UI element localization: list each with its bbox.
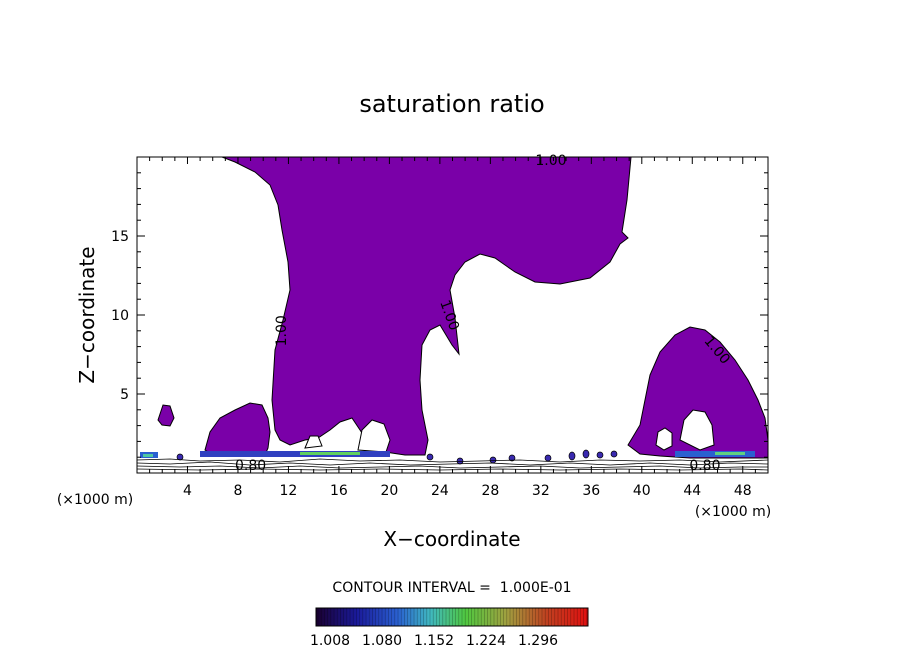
x-tick-label: 40 xyxy=(633,483,651,499)
contour-fill-right-hole-small xyxy=(655,427,673,451)
x-tick-label: 12 xyxy=(280,483,298,499)
contour-label: 1.00 xyxy=(274,315,290,346)
colorbar-tick-label: 1.080 xyxy=(362,633,402,649)
x-tick-label: 8 xyxy=(233,483,242,499)
y-tick-label: 15 xyxy=(111,229,129,245)
small-blob xyxy=(596,451,604,459)
surface-isoline xyxy=(137,461,768,466)
x-tick-label: 44 xyxy=(683,483,701,499)
contour-fill-left-hole xyxy=(304,435,323,449)
small-blob xyxy=(582,449,590,459)
x-unit-left: (×1000 m) xyxy=(57,492,133,508)
contour-fill-small-left-blob xyxy=(157,404,175,427)
small-blob xyxy=(610,450,618,458)
x-tick-label: 48 xyxy=(734,483,752,499)
x-tick-label: 32 xyxy=(532,483,550,499)
x-axis-ticks: 4 8 12 16 20 24 28 32 36 40 44 48 xyxy=(149,157,756,499)
x-unit-right: (×1000 m) xyxy=(695,504,771,520)
x-tick-label: 16 xyxy=(330,483,348,499)
contour-fill-right-hole xyxy=(679,409,715,451)
small-blob xyxy=(544,454,552,462)
surface-isolines xyxy=(137,458,768,471)
small-blob xyxy=(426,453,434,461)
x-tick-label: 20 xyxy=(380,483,398,499)
boundary-band-green-right xyxy=(715,452,745,455)
chart-title: saturation ratio xyxy=(359,90,544,118)
x-tick-label: 36 xyxy=(582,483,600,499)
contour-fill-left-blob xyxy=(204,402,271,457)
surface-isoline xyxy=(137,468,768,471)
x-tick-label: 28 xyxy=(481,483,499,499)
colorbar xyxy=(315,607,589,627)
small-blob xyxy=(489,456,497,464)
small-blob xyxy=(508,454,516,462)
small-blob xyxy=(176,453,184,461)
surface-isoline xyxy=(137,458,768,463)
contour-label: 0.80 xyxy=(235,458,266,474)
x-axis-label: X−coordinate xyxy=(383,527,520,551)
colorbar-tick-label: 1.152 xyxy=(414,633,454,649)
contour-fill-right-blob xyxy=(627,326,768,459)
small-blob xyxy=(456,457,464,465)
colorbar-tick-label: 1.008 xyxy=(310,633,350,649)
contour-label: 1.00 xyxy=(535,153,566,169)
boundary-band-center xyxy=(200,451,390,457)
small-blobs xyxy=(176,449,618,465)
contour-fill-region xyxy=(137,157,768,471)
y-tick-label: 10 xyxy=(111,308,129,324)
colorbar-tick-labels: 1.008 1.080 1.152 1.224 1.296 xyxy=(310,633,558,649)
x-tick-label: 4 xyxy=(183,483,192,499)
y-axis-label: Z−coordinate xyxy=(75,246,99,383)
surface-isoline xyxy=(137,465,768,469)
y-axis-ticks: 5 10 15 xyxy=(111,172,768,458)
boundary-band-green-center xyxy=(300,452,360,455)
colorbar-tick-label: 1.296 xyxy=(518,633,558,649)
contour-interval-label: CONTOUR INTERVAL = 1.000E-01 xyxy=(332,580,571,596)
y-tick-label: 5 xyxy=(120,387,129,403)
contour-fill-main-plume xyxy=(221,157,632,456)
boundary-band-green-left xyxy=(143,454,153,457)
colorbar-stripes xyxy=(317,608,588,626)
small-blob xyxy=(568,451,576,461)
contour-label: 0.80 xyxy=(689,458,720,474)
colorbar-tick-label: 1.224 xyxy=(466,633,506,649)
x-tick-label: 24 xyxy=(431,483,449,499)
